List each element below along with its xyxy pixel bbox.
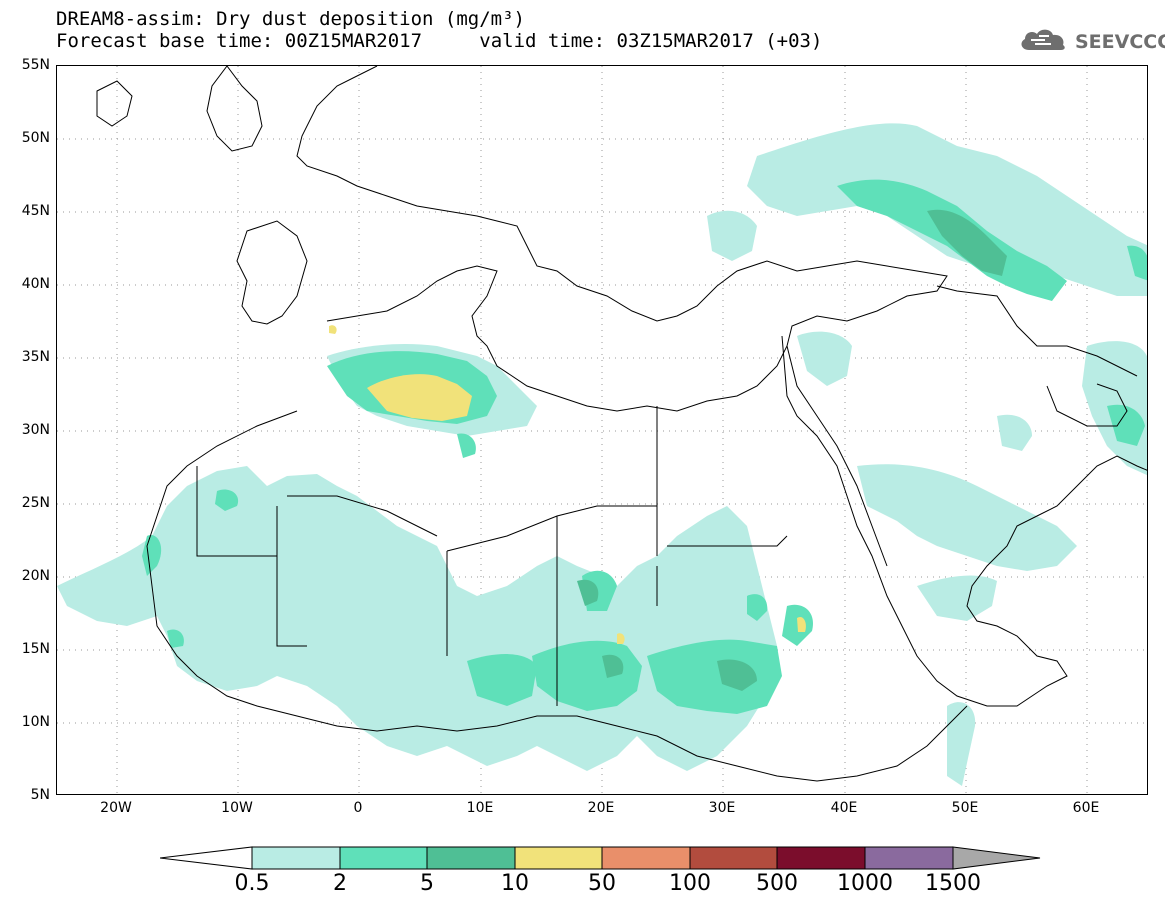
lat-label: 55N — [21, 57, 50, 73]
title-line-2: Forecast base time: 00Z15MAR2017 valid t… — [56, 30, 822, 52]
map-area — [56, 65, 1148, 795]
lat-label: 10N — [21, 714, 50, 730]
colorbar-swatch — [689, 846, 778, 870]
title-line-1: DREAM8-assim: Dry dust deposition (mg/m³… — [56, 8, 525, 30]
forecast-base-time: Forecast base time: 00Z15MAR2017 — [56, 30, 423, 52]
colorbar-label: 100 — [669, 871, 711, 896]
colorbar-overflow-arrow — [952, 846, 1041, 870]
colorbar-label: 1500 — [925, 871, 981, 896]
colorbar-swatch — [601, 846, 691, 870]
lon-label: 10W — [221, 800, 253, 816]
logo-text: SEEVCCC — [1075, 31, 1165, 53]
colorbar-label: 0.5 — [234, 871, 270, 896]
coastlines — [96, 66, 1147, 782]
lat-label: 30N — [21, 422, 50, 438]
colorbar-label: 1000 — [837, 871, 893, 896]
lat-label: 20N — [21, 568, 50, 584]
colorbar-swatch — [339, 846, 428, 870]
colorbar-swatch — [864, 846, 954, 870]
valid-time: valid time: 03Z15MAR2017 (+03) — [479, 30, 823, 52]
colorbar-swatch — [776, 846, 866, 870]
lon-label: 10E — [466, 800, 494, 816]
seevccc-logo: SEEVCCC — [1017, 26, 1165, 58]
colorbar-underflow-arrow — [159, 846, 253, 870]
chart-title: DREAM8-assim: Dry dust deposition (mg/m³… — [56, 8, 822, 52]
deposition-very-high — [329, 325, 806, 644]
colorbar-swatches — [159, 846, 1041, 870]
cloud-icon — [1017, 26, 1071, 58]
colorbar-label: 10 — [501, 871, 529, 896]
colorbar-swatch — [251, 846, 341, 870]
lat-label: 35N — [21, 349, 50, 365]
lat-label: 40N — [21, 276, 50, 292]
lon-label: 60E — [1072, 800, 1100, 816]
lat-label: 45N — [21, 203, 50, 219]
lon-label: 20E — [587, 800, 615, 816]
lon-label: 50E — [951, 800, 979, 816]
colorbar-label: 5 — [420, 871, 434, 896]
colorbar-label: 2 — [333, 871, 347, 896]
lon-label: 30E — [708, 800, 736, 816]
colorbar-label: 50 — [588, 871, 616, 896]
lon-label: 40E — [830, 800, 858, 816]
lat-label: 25N — [21, 495, 50, 511]
colorbar-label: 500 — [756, 871, 798, 896]
lat-label: 15N — [21, 641, 50, 657]
lat-label: 50N — [21, 130, 50, 146]
lat-label: 5N — [30, 787, 50, 803]
colorbar — [159, 846, 1042, 874]
lon-label: 20W — [100, 800, 132, 816]
colorbar-swatch — [426, 846, 516, 870]
colorbar-swatch — [514, 846, 603, 870]
deposition-high — [577, 209, 1007, 691]
lon-label: 0 — [353, 800, 363, 816]
map-canvas — [57, 66, 1147, 794]
